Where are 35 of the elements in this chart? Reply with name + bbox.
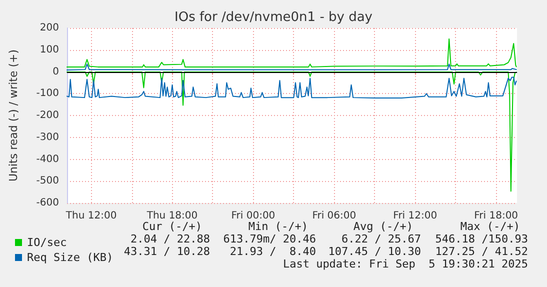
x-tick-label: Fri 06:00 <box>312 210 356 222</box>
y-axis-title: Units read (-) / write (+) <box>7 49 20 182</box>
line-series <box>66 76 517 98</box>
y-tick-label: -600 <box>36 198 59 208</box>
y-tick-label: 100 <box>40 44 59 56</box>
chart-title: IOs for /dev/nvme0n1 - by day <box>174 10 373 25</box>
y-tick-label: 0 <box>52 66 59 78</box>
text: Min (-/+) <box>248 220 308 233</box>
text: Max (-/+) <box>460 220 520 233</box>
y-tick-label: 200 <box>40 22 59 34</box>
line-series <box>66 71 517 192</box>
y-tick-label: -200 <box>36 110 59 121</box>
text: 546.18 /150.93 <box>435 232 528 246</box>
text: 2.04 / 22.88 <box>130 232 210 246</box>
text: 613.79m/ 20.46 <box>223 232 316 246</box>
legend-label: Req Size (KB) <box>27 251 114 264</box>
line-series <box>66 38 517 68</box>
y-tick-label: -100 <box>36 88 59 100</box>
text: 6.22 / 25.67 <box>342 232 421 246</box>
text: 127.25 / 41.52 <box>435 245 528 258</box>
text: Last update: Fri Sep 5 19:30:21 2025 <box>282 258 528 270</box>
x-tick-label: Fri 00:00 <box>231 210 276 222</box>
text: Cur (-/+) <box>142 220 202 233</box>
text: 43.31 / 10.28 <box>124 245 210 258</box>
x-tick-label: Fri 18:00 <box>474 210 518 222</box>
x-tick-label: Thu 12:00 <box>64 210 117 222</box>
x-tick-label: Thu 18:00 <box>146 210 198 222</box>
text: 21.93 / 8.40 <box>230 245 316 258</box>
y-tick-label: -300 <box>36 132 59 143</box>
text: Avg (-/+) <box>353 220 413 233</box>
y-tick-label: -500 <box>36 176 59 187</box>
x-tick-label: Fri 12:00 <box>393 210 438 222</box>
legend-label: IO/sec <box>27 236 67 249</box>
text: 107.45 / 10.30 <box>328 245 421 258</box>
y-tick-label: -400 <box>36 154 59 165</box>
